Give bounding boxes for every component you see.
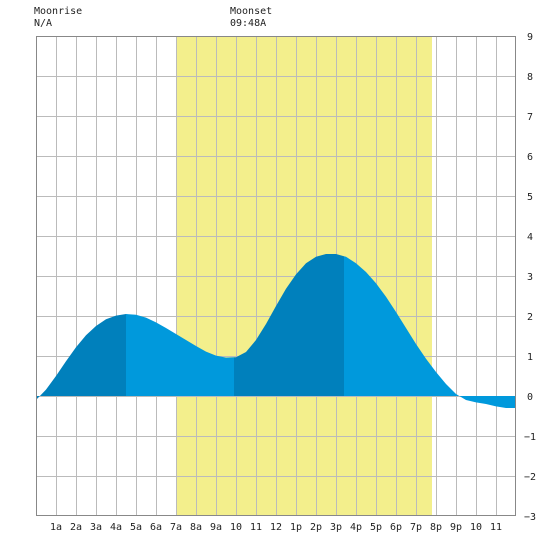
moonrise-label: Moonrise bbox=[34, 6, 83, 17]
y-tick-label: 5 bbox=[527, 192, 533, 203]
x-tick-label: 1a bbox=[50, 522, 62, 533]
y-tick-label: 1 bbox=[527, 352, 533, 363]
x-tick-labels: 1a 2a 3a 4a 5a 6a 7a 8a 9a 10 11 12 1p 2p 3p 4p 5p 6p 7p 8p… bbox=[50, 522, 502, 533]
y-tick-label: 7 bbox=[527, 112, 533, 123]
moonset-block: Moonset 09:48A bbox=[230, 6, 272, 30]
y-tick-label: 9 bbox=[527, 32, 533, 43]
y-tick-label: 2 bbox=[527, 312, 533, 323]
y-tick-labels: −3 −2 −1 0 1 2 3 4 5 6 7 8 9 bbox=[524, 32, 536, 523]
x-tick-label: 1p bbox=[290, 522, 302, 533]
tide-area-rising bbox=[36, 314, 126, 400]
y-tick-label: 6 bbox=[527, 152, 533, 163]
x-tick-label: 7p bbox=[410, 522, 422, 533]
y-tick-label: −3 bbox=[524, 512, 536, 523]
plot-border bbox=[36, 36, 516, 516]
x-tick-label: 4a bbox=[110, 522, 122, 533]
x-tick-label: 11 bbox=[250, 522, 262, 533]
x-tick-label: 8p bbox=[430, 522, 442, 533]
moonset-value: 09:48A bbox=[230, 18, 267, 29]
x-tick-label: 8a bbox=[190, 522, 202, 533]
x-tick-label: 10 bbox=[230, 522, 242, 533]
x-tick-label: 6p bbox=[390, 522, 402, 533]
x-tick-label: 6a bbox=[150, 522, 162, 533]
tide-area-layer bbox=[36, 254, 516, 408]
y-tick-label: −1 bbox=[524, 432, 536, 443]
x-tick-label: 12 bbox=[270, 522, 282, 533]
x-tick-label: 5a bbox=[130, 522, 142, 533]
moonset-label: Moonset bbox=[230, 6, 273, 17]
y-tick-label: −2 bbox=[524, 472, 536, 483]
x-tick-label: 9p bbox=[450, 522, 462, 533]
moonrise-value: N/A bbox=[34, 18, 53, 29]
x-tick-label: 4p bbox=[350, 522, 362, 533]
y-tick-label: 8 bbox=[527, 72, 533, 83]
x-tick-label: 2a bbox=[70, 522, 82, 533]
x-tick-label: 7a bbox=[170, 522, 182, 533]
x-tick-label: 10 bbox=[470, 522, 482, 533]
moonrise-block: Moonrise N/A bbox=[34, 6, 82, 30]
y-tick-label: 3 bbox=[527, 272, 533, 283]
x-tick-label: 9a bbox=[210, 522, 222, 533]
y-tick-label: 4 bbox=[527, 232, 533, 243]
tide-area-falling bbox=[508, 396, 516, 408]
tide-area-falling bbox=[126, 314, 234, 396]
y-tick-label: 0 bbox=[527, 392, 533, 403]
x-tick-label: 11 bbox=[490, 522, 502, 533]
tide-area-falling bbox=[344, 256, 508, 408]
x-tick-label: 3p bbox=[330, 522, 342, 533]
tide-area-rising bbox=[234, 254, 344, 396]
axes-layer bbox=[36, 36, 516, 516]
x-tick-label: 2p bbox=[310, 522, 322, 533]
x-tick-label: 3a bbox=[90, 522, 102, 533]
x-tick-label: 5p bbox=[370, 522, 382, 533]
